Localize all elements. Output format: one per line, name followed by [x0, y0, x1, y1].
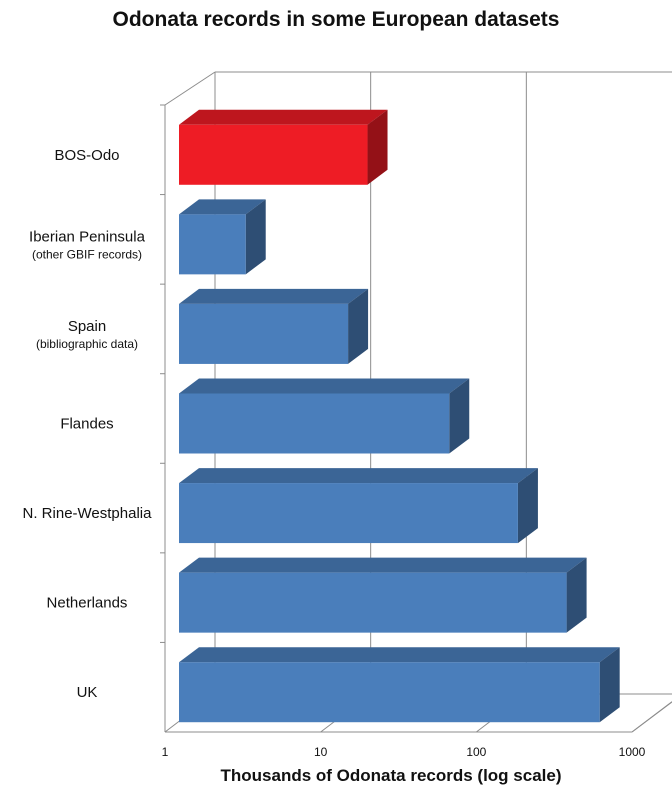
x-tick-label-1: 1 [162, 745, 169, 759]
category-label-0: BOS-Odo [54, 147, 119, 164]
category-label-2: Spain [68, 318, 106, 335]
bar-top-3 [179, 378, 470, 394]
bar-front-3 [179, 393, 450, 454]
bar-top-2 [179, 288, 369, 304]
category-label-6: UK [77, 684, 98, 701]
bar-top-6 [179, 647, 620, 663]
bar-front-4 [179, 483, 518, 544]
bar-side-4 [517, 468, 538, 544]
bar-side-5 [566, 557, 587, 633]
category-label-4: N. Rine-Westphalia [23, 505, 153, 522]
bar-5 [179, 557, 587, 633]
bar-side-2 [348, 288, 369, 364]
bar-front-0 [179, 124, 368, 185]
category-label-3: Flandes [60, 416, 113, 433]
bar-2 [179, 288, 369, 364]
bar-1 [179, 199, 266, 275]
x-tick-label-10: 10 [314, 745, 328, 759]
bar-top-5 [179, 557, 587, 573]
chart-title: Odonata records in some European dataset… [112, 8, 560, 31]
bar-front-6 [179, 662, 600, 723]
category-sublabel-2: (bibliographic data) [36, 337, 138, 351]
bar-6 [179, 647, 620, 723]
bars [179, 109, 620, 723]
x-axis-ticks: 1 10 100 1000 [162, 745, 646, 759]
bar-side-1 [245, 199, 266, 275]
bar-top-4 [179, 468, 538, 484]
bar-front-1 [179, 214, 246, 275]
bar-top-0 [179, 109, 388, 125]
bar-side-0 [367, 109, 388, 185]
category-labels: BOS-Odo Iberian Peninsula (other GBIF reco… [23, 147, 153, 701]
left-wall-top [164, 71, 216, 106]
bar-0 [179, 109, 388, 185]
category-label-5: Netherlands [47, 595, 128, 612]
category-label-1: Iberian Peninsula [29, 228, 146, 245]
bar-3 [179, 378, 470, 454]
bar-top-1 [179, 199, 266, 215]
bar-side-3 [449, 378, 470, 454]
x-axis-label: Thousands of Odonata records (log scale) [221, 766, 562, 785]
bar-front-5 [179, 572, 567, 633]
x-tick-label-1000: 1000 [619, 745, 646, 759]
floor-tick-1000 [631, 701, 672, 733]
x-tick-label-100: 100 [466, 745, 486, 759]
bar-4 [179, 468, 538, 544]
category-sublabel-1: (other GBIF records) [32, 247, 142, 261]
bar-side-6 [599, 647, 620, 723]
bar-front-2 [179, 303, 349, 364]
